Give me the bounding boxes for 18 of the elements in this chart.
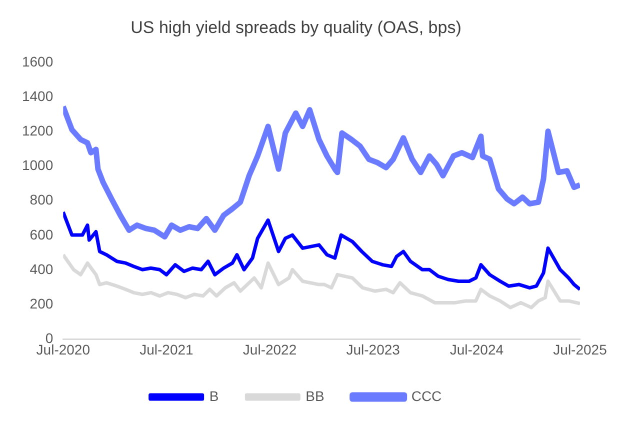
legend-label: BB [306,388,324,404]
y-tick-label: 400 [30,260,54,277]
y-tick-label: 1000 [22,157,54,174]
y-tick-label: 600 [30,226,54,242]
legend-label: B [209,388,219,404]
x-tick-label: Jul-2024 [450,341,504,358]
y-tick-label: 200 [30,295,54,312]
y-tick-label: 1400 [22,88,54,104]
x-tick-label: Jul-2023 [346,341,400,358]
chart-title: US high yield spreads by quality (OAS, bps) [130,18,462,37]
y-tick-label: 0 [45,330,54,346]
x-tick-label: Jul-2021 [140,341,194,358]
x-tick-label: Jul-2025 [553,341,608,358]
y-tick-label: 800 [30,192,54,208]
legend-label: CCC [411,388,442,404]
x-tick-label: Jul-2022 [242,341,297,358]
y-tick-label: 1200 [22,122,54,138]
y-tick-label: 1600 [22,53,54,70]
